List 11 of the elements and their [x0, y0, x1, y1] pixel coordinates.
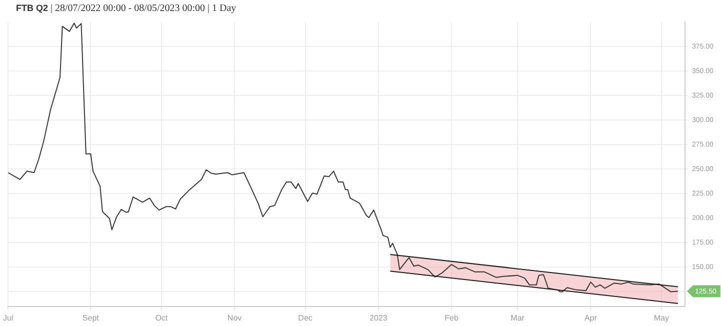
- x-tick-label: Nov: [227, 313, 242, 322]
- x-tick-label: Dec: [298, 313, 312, 322]
- x-tick-label: Apr: [584, 313, 598, 322]
- x-tick-label: May: [654, 313, 669, 322]
- x-tick-label: Feb: [444, 313, 459, 322]
- x-tick-label: Sept: [82, 313, 100, 322]
- x-tick-label: Mar: [510, 313, 525, 322]
- x-tick-label: 2023: [370, 313, 388, 322]
- x-tick-label: Oct: [155, 313, 168, 322]
- chart-title: FTB Q2 | 28/07/2022 00:00 - 08/05/2023 00:00 | 1 Day: [16, 3, 236, 14]
- x-tick-label: Jul: [2, 313, 14, 322]
